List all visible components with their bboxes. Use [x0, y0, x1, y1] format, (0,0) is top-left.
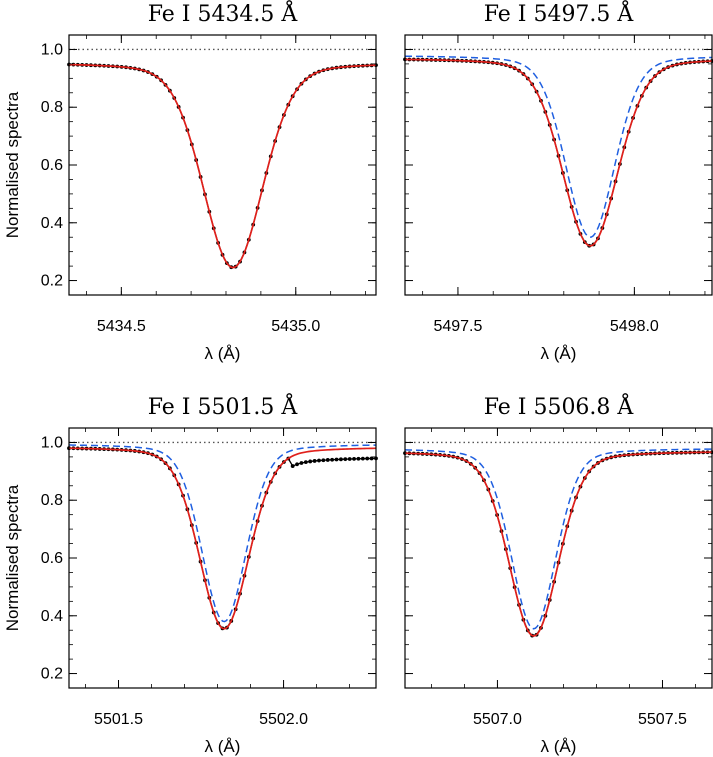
y-tick-label: 0.4: [41, 608, 63, 625]
observed-point: [360, 456, 365, 461]
observed-point: [334, 457, 339, 462]
x-axis-label: λ (Å): [541, 344, 577, 363]
observed-point: [325, 458, 330, 462]
observed-point: [330, 457, 335, 462]
x-axis-label: λ (Å): [205, 344, 241, 363]
x-tick-label: 5497.5: [433, 318, 482, 335]
observed-point: [317, 458, 321, 463]
observed-point: [339, 457, 343, 462]
panel-2: Fe I 5497.5 Å 5497.5 5498.0 λ (Å): [403, 0, 713, 363]
observed-line: [68, 447, 377, 630]
x-tick-label: 5435.0: [271, 318, 320, 335]
blue-model-line: [404, 55, 713, 238]
observed-point: [356, 456, 361, 461]
observed-point: [347, 457, 352, 461]
observed-point: [295, 462, 299, 467]
red-model-line: [404, 451, 713, 637]
panel-title: Fe I 5497.5 Å: [484, 0, 635, 27]
panel-1: Fe I 5434.5 Å 0.2 0.4 0.6 0.8 1.0 5434.5 5435.0…: [3, 0, 378, 363]
y-axis-label: Normalised spectra: [3, 484, 22, 631]
red-model-line: [68, 63, 377, 269]
panel-3: Fe I 5501.5 Å 0.2 0.4 0.6 0.8 1.0 5501.5 5502.0…: [3, 392, 378, 756]
x-tick-label: 5507.0: [473, 711, 522, 728]
observed-point: [312, 459, 317, 463]
panel-title: Fe I 5501.5 Å: [148, 392, 299, 420]
observed-point: [290, 464, 295, 468]
y-tick-label: 0.8: [41, 492, 63, 509]
observed-point: [352, 456, 356, 461]
x-tick-label: 5434.5: [97, 318, 146, 335]
x-axis-label: λ (Å): [205, 737, 241, 756]
y-tick-label: 0.8: [41, 99, 63, 116]
plot-frame: [404, 427, 713, 689]
red-model-line: [404, 58, 713, 247]
x-tick-label: 5501.5: [94, 711, 143, 728]
red-model-line: [68, 447, 377, 630]
x-tick-label: 5502.0: [259, 711, 308, 728]
y-tick-label: 0.6: [41, 550, 63, 567]
observed-point: [365, 456, 370, 461]
observed-point: [308, 459, 313, 464]
y-tick-label: 0.6: [41, 157, 63, 174]
y-tick-label: 1.0: [41, 434, 63, 451]
y-tick-label: 0.2: [41, 273, 63, 290]
observed-point: [343, 457, 348, 462]
observed-point: [299, 461, 304, 465]
observed-point: [303, 460, 308, 465]
observed-point: [369, 456, 374, 461]
observed-line: [68, 63, 377, 268]
observed-point: [321, 458, 326, 463]
blue-model-line: [404, 448, 713, 630]
plot-frame: [404, 34, 713, 296]
panel-4: Fe I 5506.8 Å 5507.0 5507.5 λ (Å): [403, 392, 713, 756]
y-tick-label: 0.2: [41, 666, 63, 683]
blue-model-line: [68, 444, 377, 623]
x-tick-label: 5498.0: [610, 318, 659, 335]
x-axis-label: λ (Å): [541, 737, 577, 756]
y-tick-label: 0.4: [41, 215, 63, 232]
y-tick-label: 1.0: [41, 41, 63, 58]
y-axis-label: Normalised spectra: [3, 91, 22, 238]
x-tick-label: 5507.5: [638, 711, 687, 728]
panel-title: Fe I 5434.5 Å: [148, 0, 299, 27]
plot-frame: [68, 427, 377, 689]
panel-title: Fe I 5506.8 Å: [484, 392, 635, 420]
